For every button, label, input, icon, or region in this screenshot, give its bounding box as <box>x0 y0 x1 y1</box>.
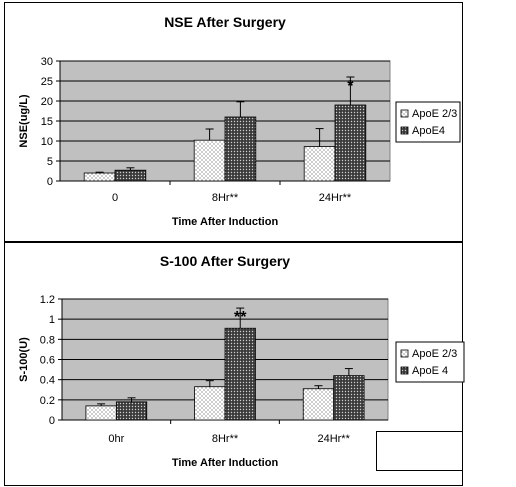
y-axis-title: S-100(U) <box>18 337 30 382</box>
bar-apoe4 <box>334 104 367 182</box>
x-tick-label: 24Hr** <box>317 433 350 445</box>
bar-apoe23 <box>194 386 226 421</box>
bar-apoe4 <box>115 401 148 421</box>
x-tick-label: 0hr <box>108 433 124 445</box>
chart-title: S-100 After Surgery <box>160 253 290 269</box>
y-tick-label: 25 <box>41 76 53 88</box>
legend-box <box>395 101 461 143</box>
legend-box <box>395 341 465 383</box>
y-tick-label: 10 <box>41 136 53 148</box>
blank-box <box>376 431 463 471</box>
legend-swatch <box>400 126 409 135</box>
bar-apoe23 <box>83 172 116 182</box>
legend-label: ApoE4 <box>412 125 445 137</box>
significance-marker: * <box>347 78 354 95</box>
bar-apoe4 <box>224 116 257 182</box>
legend-swatch <box>400 349 409 358</box>
bar-apoe23 <box>85 405 117 421</box>
bar-apoe23 <box>303 146 336 182</box>
bar-apoe23 <box>193 139 226 182</box>
y-tick-label: 0.2 <box>40 395 55 407</box>
s100-chart-panel: S-100 After Surgery 0 0.2 0.4 0.6 0.8 1 1.2 0hr 8… <box>4 242 465 486</box>
y-tick-label: 1 <box>49 314 55 326</box>
legend-swatch <box>400 109 409 118</box>
chart-title: NSE After Surgery <box>164 14 286 30</box>
bar-apoe4 <box>333 375 365 421</box>
y-tick-label: 15 <box>41 116 53 128</box>
legend-label: ApoE 2/3 <box>412 348 457 360</box>
legend-label: ApoE 4 <box>412 365 448 377</box>
x-tick-label: 8Hr** <box>212 192 239 204</box>
nse-chart-panel: NSE After Surgery 0 5 10 15 20 25 30 0 8Hr** 24Hr*… <box>4 2 463 242</box>
y-tick-label: 0 <box>47 176 53 188</box>
y-tick-label: 0.4 <box>40 375 55 387</box>
x-axis-title: Time After Induction <box>172 216 279 228</box>
bar-apoe23 <box>302 388 335 421</box>
legend-swatch <box>400 366 409 375</box>
y-tick-label: 5 <box>47 156 53 168</box>
bar-apoe4 <box>224 327 256 421</box>
y-tick-label: 20 <box>41 96 53 108</box>
y-tick-label: 0.8 <box>40 334 55 346</box>
x-tick-label: 24Hr** <box>319 192 352 204</box>
bar-apoe4 <box>114 169 147 182</box>
nse-chart: NSE After Surgery 0 5 10 15 20 25 30 0 8Hr** 24Hr*… <box>18 14 461 228</box>
y-tick-label: 0 <box>49 415 55 427</box>
y-tick-label: 1.2 <box>40 294 55 306</box>
legend-label: ApoE 2/3 <box>412 108 457 120</box>
x-tick-label: 8Hr** <box>212 433 239 445</box>
y-axis-title: NSE(ug/L) <box>18 94 30 147</box>
s100-chart: S-100 After Surgery 0 0.2 0.4 0.6 0.8 1 1.2 0hr 8… <box>18 253 465 469</box>
y-tick-label: 0.6 <box>40 355 55 367</box>
significance-marker: ** <box>234 309 247 326</box>
x-axis-title: Time After Induction <box>172 457 279 469</box>
x-tick-label: 0 <box>112 192 118 204</box>
y-tick-label: 30 <box>41 56 53 68</box>
